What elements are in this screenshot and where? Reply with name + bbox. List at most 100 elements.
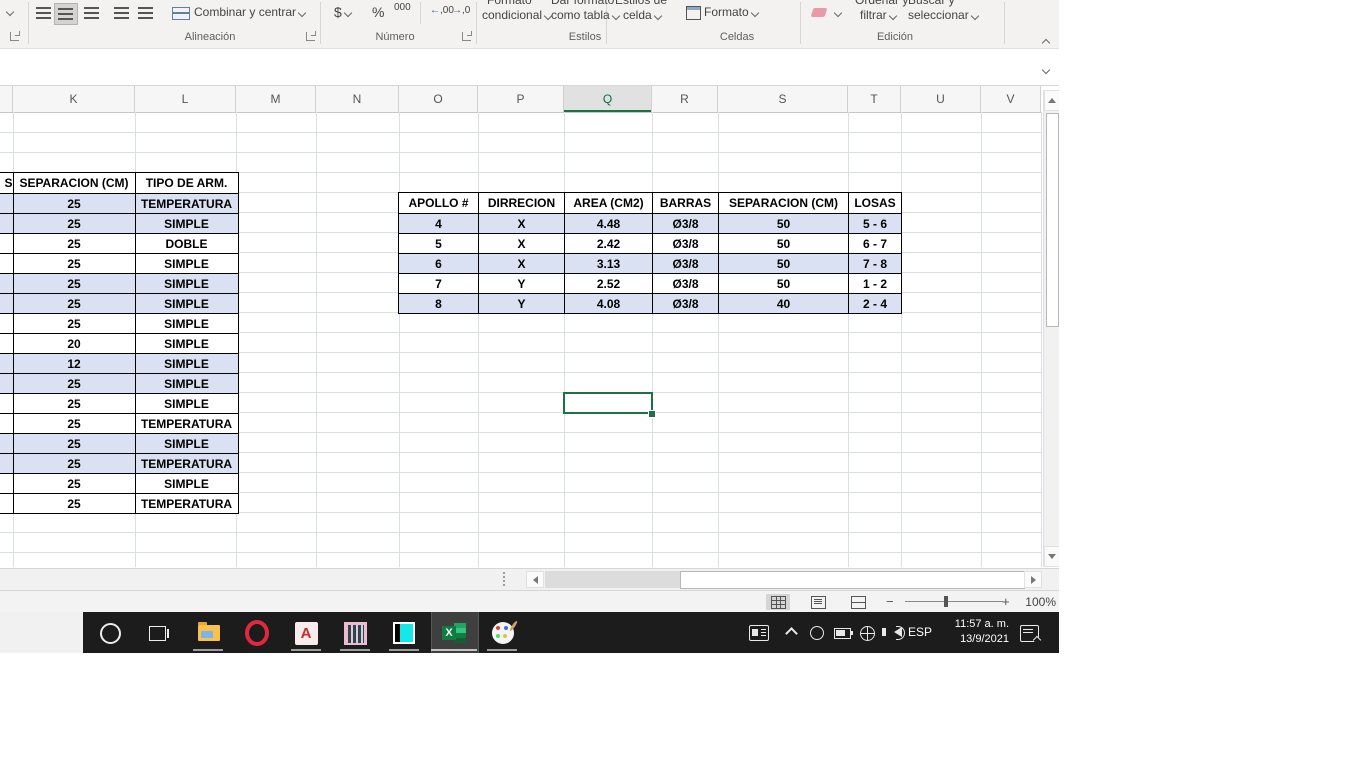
clear-icon[interactable] <box>810 8 828 17</box>
cell[interactable]: X <box>478 253 565 274</box>
fill-handle[interactable] <box>648 410 656 418</box>
column-header-K[interactable]: K <box>13 86 135 112</box>
excel-button[interactable]: X <box>441 620 467 646</box>
autocad-button[interactable]: A <box>293 620 319 646</box>
task-view-button[interactable] <box>144 620 170 646</box>
active-cell-outline[interactable] <box>563 392 653 414</box>
cell-separacion[interactable]: 25 <box>12 493 136 514</box>
cut-cell[interactable] <box>0 473 14 494</box>
cut-cell[interactable] <box>0 453 14 474</box>
cell-tipo[interactable]: SIMPLE <box>134 213 239 234</box>
cell-tipo[interactable]: SIMPLE <box>134 293 239 314</box>
formula-bar[interactable] <box>0 49 1059 86</box>
increase-decimal-button[interactable]: ←,00 <box>430 5 454 16</box>
page-layout-view-button[interactable] <box>806 594 830 610</box>
cell[interactable]: X <box>478 233 565 254</box>
cell[interactable]: 2.42 <box>564 233 653 254</box>
cell-separacion[interactable]: 25 <box>12 193 136 214</box>
page-break-view-button[interactable] <box>846 594 870 610</box>
header-separacion[interactable]: SEPARACION (CM) <box>12 172 136 194</box>
decrease-indent-button[interactable] <box>114 7 129 19</box>
cell-tipo[interactable]: SIMPLE <box>134 333 239 354</box>
thousands-format-button[interactable]: 000 <box>394 2 411 13</box>
vertical-scrollbar[interactable] <box>1043 90 1059 567</box>
formula-bar-expand-icon[interactable] <box>1040 61 1051 79</box>
cell-tipo[interactable]: TEMPERATURA <box>134 493 239 514</box>
cell[interactable]: 50 <box>718 253 849 274</box>
cut-cell[interactable] <box>0 233 14 254</box>
cut-cell[interactable] <box>0 493 14 514</box>
column-header-cut[interactable] <box>0 86 13 112</box>
cell-tipo[interactable]: SIMPLE <box>134 253 239 274</box>
cut-cell[interactable] <box>0 213 14 234</box>
format-as-table-button[interactable]: como tabla <box>551 8 620 22</box>
header-barras[interactable]: BARRAS <box>652 192 719 214</box>
cell-separacion[interactable]: 25 <box>12 253 136 274</box>
column-header-T[interactable]: T <box>848 86 901 112</box>
cut-cell[interactable] <box>0 433 14 454</box>
cell-separacion[interactable]: 25 <box>12 373 136 394</box>
cell[interactable]: X <box>478 213 565 234</box>
cell[interactable]: 5 - 6 <box>848 213 902 234</box>
header-apollo[interactable]: APOLLO # <box>398 192 479 214</box>
increase-indent-button[interactable] <box>138 7 153 19</box>
volume-tray-button[interactable] <box>882 626 905 640</box>
zoom-out-button[interactable]: − <box>886 594 894 609</box>
cell-separacion[interactable]: 25 <box>12 273 136 294</box>
cell[interactable]: Ø3/8 <box>652 253 719 274</box>
action-center-button[interactable] <box>1020 625 1039 642</box>
opera-button[interactable] <box>244 620 270 646</box>
cell[interactable]: 2.52 <box>564 273 653 294</box>
paint-button[interactable] <box>490 620 519 646</box>
cut-cell[interactable] <box>0 193 14 214</box>
cut-cell[interactable] <box>0 373 14 394</box>
decrease-decimal-button[interactable]: →,0 <box>452 5 471 16</box>
cut-cell[interactable] <box>0 393 14 414</box>
cell[interactable]: 6 - 7 <box>848 233 902 254</box>
cell-tipo[interactable]: SIMPLE <box>134 273 239 294</box>
cell[interactable]: 2 - 4 <box>848 293 902 314</box>
cell[interactable]: 50 <box>718 213 849 234</box>
column-header-M[interactable]: M <box>236 86 316 112</box>
cell[interactable]: Ø3/8 <box>652 213 719 234</box>
chevron-down-icon[interactable] <box>4 4 15 18</box>
conditional-format-button[interactable]: condicional <box>482 8 553 22</box>
cut-cell[interactable] <box>0 253 14 274</box>
battery-tray-button[interactable] <box>834 628 853 639</box>
format-button[interactable]: Formato <box>704 5 759 19</box>
cell[interactable]: Y <box>478 273 565 294</box>
cell-separacion[interactable]: 12 <box>12 353 136 374</box>
column-header-O[interactable]: O <box>399 86 478 112</box>
currency-format-button[interactable]: $ <box>334 4 353 20</box>
cell-tipo[interactable]: SIMPLE <box>134 313 239 334</box>
collapse-ribbon-icon[interactable] <box>1040 34 1051 48</box>
column-header-P[interactable]: P <box>478 86 564 112</box>
alignment-dialog-launcher-icon[interactable] <box>306 32 315 41</box>
cut-cell[interactable] <box>0 333 14 354</box>
find-select-button[interactable]: seleccionar <box>908 8 979 22</box>
cell-separacion[interactable]: 25 <box>12 433 136 454</box>
header-dirrecion[interactable]: DIRRECION <box>478 192 565 214</box>
header-tipo[interactable]: TIPO DE ARM. <box>134 172 239 194</box>
cell-tipo[interactable]: DOBLE <box>134 233 239 254</box>
column-header-N[interactable]: N <box>316 86 399 112</box>
column-header-S[interactable]: S <box>718 86 848 112</box>
cell[interactable]: 7 - 8 <box>848 253 902 274</box>
cell[interactable]: 6 <box>398 253 479 274</box>
cell-tipo[interactable]: TEMPERATURA <box>134 453 239 474</box>
cell-separacion[interactable]: 25 <box>12 313 136 334</box>
news-tray-button[interactable] <box>749 625 769 641</box>
column-header-Q-selected[interactable]: Q <box>564 86 652 112</box>
network-tray-button[interactable] <box>860 626 875 641</box>
zoom-slider-track[interactable] <box>905 601 1003 602</box>
show-hidden-icons-button[interactable] <box>785 627 798 640</box>
cell-styles-button[interactable]: celda <box>623 8 662 22</box>
tab-resize-handle[interactable] <box>503 572 505 586</box>
scroll-right-button[interactable] <box>1024 571 1042 588</box>
file-explorer-button[interactable] <box>196 620 222 646</box>
cell[interactable]: 4.08 <box>564 293 653 314</box>
cut-cell[interactable] <box>0 313 14 334</box>
cell-separacion[interactable]: 25 <box>12 413 136 434</box>
column-header-R[interactable]: R <box>652 86 718 112</box>
cell-separacion[interactable]: 25 <box>12 393 136 414</box>
